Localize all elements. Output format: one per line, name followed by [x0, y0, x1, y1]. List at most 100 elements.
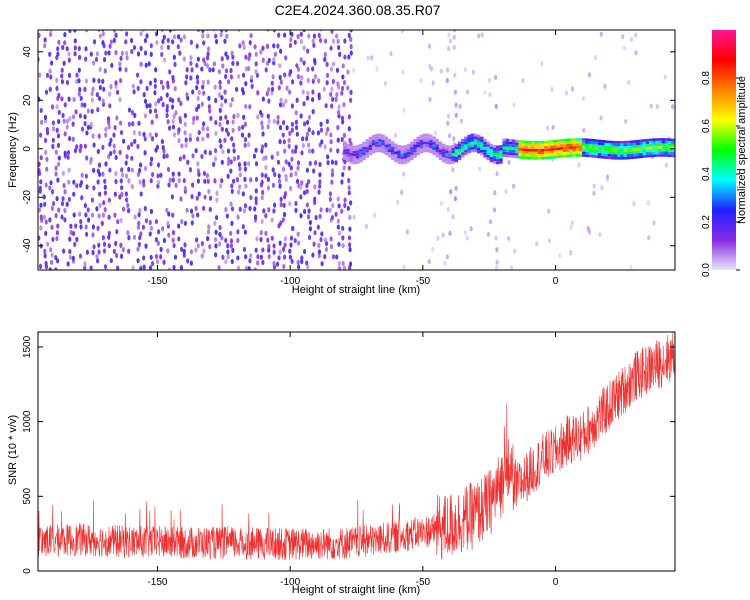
spectrogram-signal-cell [397, 150, 401, 154]
spectrogram-cell [267, 118, 271, 124]
spectrogram-cell [307, 208, 311, 214]
spectrogram-signal-cell [419, 140, 424, 143]
spectrogram-cell [127, 121, 132, 127]
spectrogram-cell [278, 240, 282, 246]
spectrogram-signal-cell [633, 140, 637, 143]
spectrogram-cell [229, 74, 234, 80]
spectrogram-signal-cell [521, 153, 525, 157]
spectrogram-signal-cell [429, 145, 433, 148]
spectrogram-signal-cell [454, 156, 459, 160]
spectrogram-cell [281, 246, 286, 252]
spectrogram-cell [243, 176, 247, 182]
spectrogram-cell [254, 196, 258, 202]
spectrogram-cell [592, 190, 596, 196]
spectrogram-cell [297, 264, 301, 270]
spectrogram-cell [97, 30, 101, 32]
spectrogram-cell [92, 244, 96, 250]
spectrogram-signal-cell [658, 154, 662, 157]
spectrogram-signal-cell [410, 146, 414, 150]
spectrogram-signal-cell [661, 146, 666, 149]
spectrogram-cell [101, 30, 105, 32]
spectrogram-signal-cell [489, 154, 494, 157]
spectrogram-signal-cell [629, 148, 634, 152]
spectrogram-cell [283, 254, 287, 260]
spectrogram-signal-cell [441, 151, 446, 155]
spectrogram-signal-cell [352, 145, 357, 149]
spectrogram-cell [480, 32, 484, 38]
spectrogram-signal-cell [598, 142, 602, 145]
spectrogram-cell [197, 191, 201, 197]
spectrogram-signal-cell [346, 154, 350, 157]
spectrogram-cell [72, 179, 76, 185]
spectrogram-signal-cell [435, 138, 439, 142]
spectrogram-signal-cell [661, 143, 666, 147]
spectrogram-cell [295, 131, 299, 137]
spectrogram-cell [535, 241, 539, 247]
spectrogram-cell [347, 235, 352, 241]
spectrogram-cell [38, 185, 42, 191]
spectrogram-cell [253, 206, 257, 212]
spectrogram-cell [200, 101, 204, 107]
spectrogram-cell [51, 200, 56, 207]
y-tick-label: 500 [22, 488, 33, 505]
spectrogram-signal-cell [671, 149, 675, 152]
spectrogram-signal-cell [540, 146, 545, 149]
spectrogram-cell [294, 125, 299, 131]
spectrogram-signal-cell [441, 148, 446, 152]
spectrogram-signal-cell [550, 153, 554, 157]
spectrogram-cell [118, 149, 122, 155]
spectrogram-cell [289, 172, 293, 178]
spectrogram-signal-cell [562, 149, 567, 153]
spectrogram-signal-cell [613, 156, 618, 160]
spectrogram-cell [230, 206, 235, 212]
spectrogram-cell [73, 51, 77, 57]
spectrogram-signal-cell [461, 138, 465, 142]
spectrogram-cell [155, 259, 160, 265]
spectrogram-signal-cell [359, 146, 363, 150]
spectrogram-signal-cell [464, 147, 468, 150]
spectrogram-cell [279, 201, 283, 208]
spectrogram-signal-cell [464, 139, 468, 142]
spectrogram-cell [132, 130, 136, 136]
spectrogram-signal-cell [499, 158, 503, 162]
spectrogram-signal-cell [569, 154, 573, 157]
spectrogram-cell [38, 161, 41, 167]
spectrogram-cell [342, 79, 347, 86]
spectrogram-signal-cell [645, 154, 650, 158]
spectrogram-cell [85, 184, 89, 190]
spectrogram-cell [62, 118, 66, 124]
spectrogram-cell [297, 240, 301, 246]
spectrogram-signal-cell [671, 146, 675, 150]
spectrogram-signal-cell [343, 154, 347, 158]
spectrogram-cell [131, 265, 135, 270]
spectrogram-signal-cell [397, 155, 401, 159]
spectrogram-cell [120, 30, 123, 32]
spectrogram-cell [272, 43, 276, 49]
spectrogram-signal-cell [371, 137, 376, 141]
spectrogram-cell [159, 254, 163, 260]
spectrogram-cell [196, 56, 200, 62]
spectrogram-signal-cell [562, 144, 567, 147]
spectrogram-signal-cell [422, 133, 427, 137]
spectrogram-cell [278, 125, 283, 131]
spectrogram-signal-cell [422, 149, 427, 153]
spectrogram-cell [214, 119, 218, 126]
spectrogram-cell [54, 171, 58, 177]
spectrogram-cell [240, 87, 245, 93]
spectrogram-cell [65, 124, 69, 130]
spectrogram-signal-cell [664, 138, 669, 141]
spectrogram-cell [318, 179, 322, 185]
spectrogram-cell [54, 149, 58, 155]
spectrogram-signal-cell [419, 148, 424, 151]
spectrogram-cell [301, 136, 305, 142]
spectrogram-cell [265, 91, 269, 97]
spectrogram-cell [336, 224, 340, 230]
spectrogram-signal-cell [664, 143, 669, 147]
spectrogram-signal-cell [617, 143, 621, 147]
spectrogram-cell [167, 267, 171, 270]
spectrogram-cell [329, 147, 333, 153]
spectrogram-signal-cell [515, 150, 519, 154]
spectrogram-signal-cell [505, 149, 510, 153]
spectrogram-cell [71, 255, 75, 261]
spectrogram-signal-cell [527, 151, 532, 155]
